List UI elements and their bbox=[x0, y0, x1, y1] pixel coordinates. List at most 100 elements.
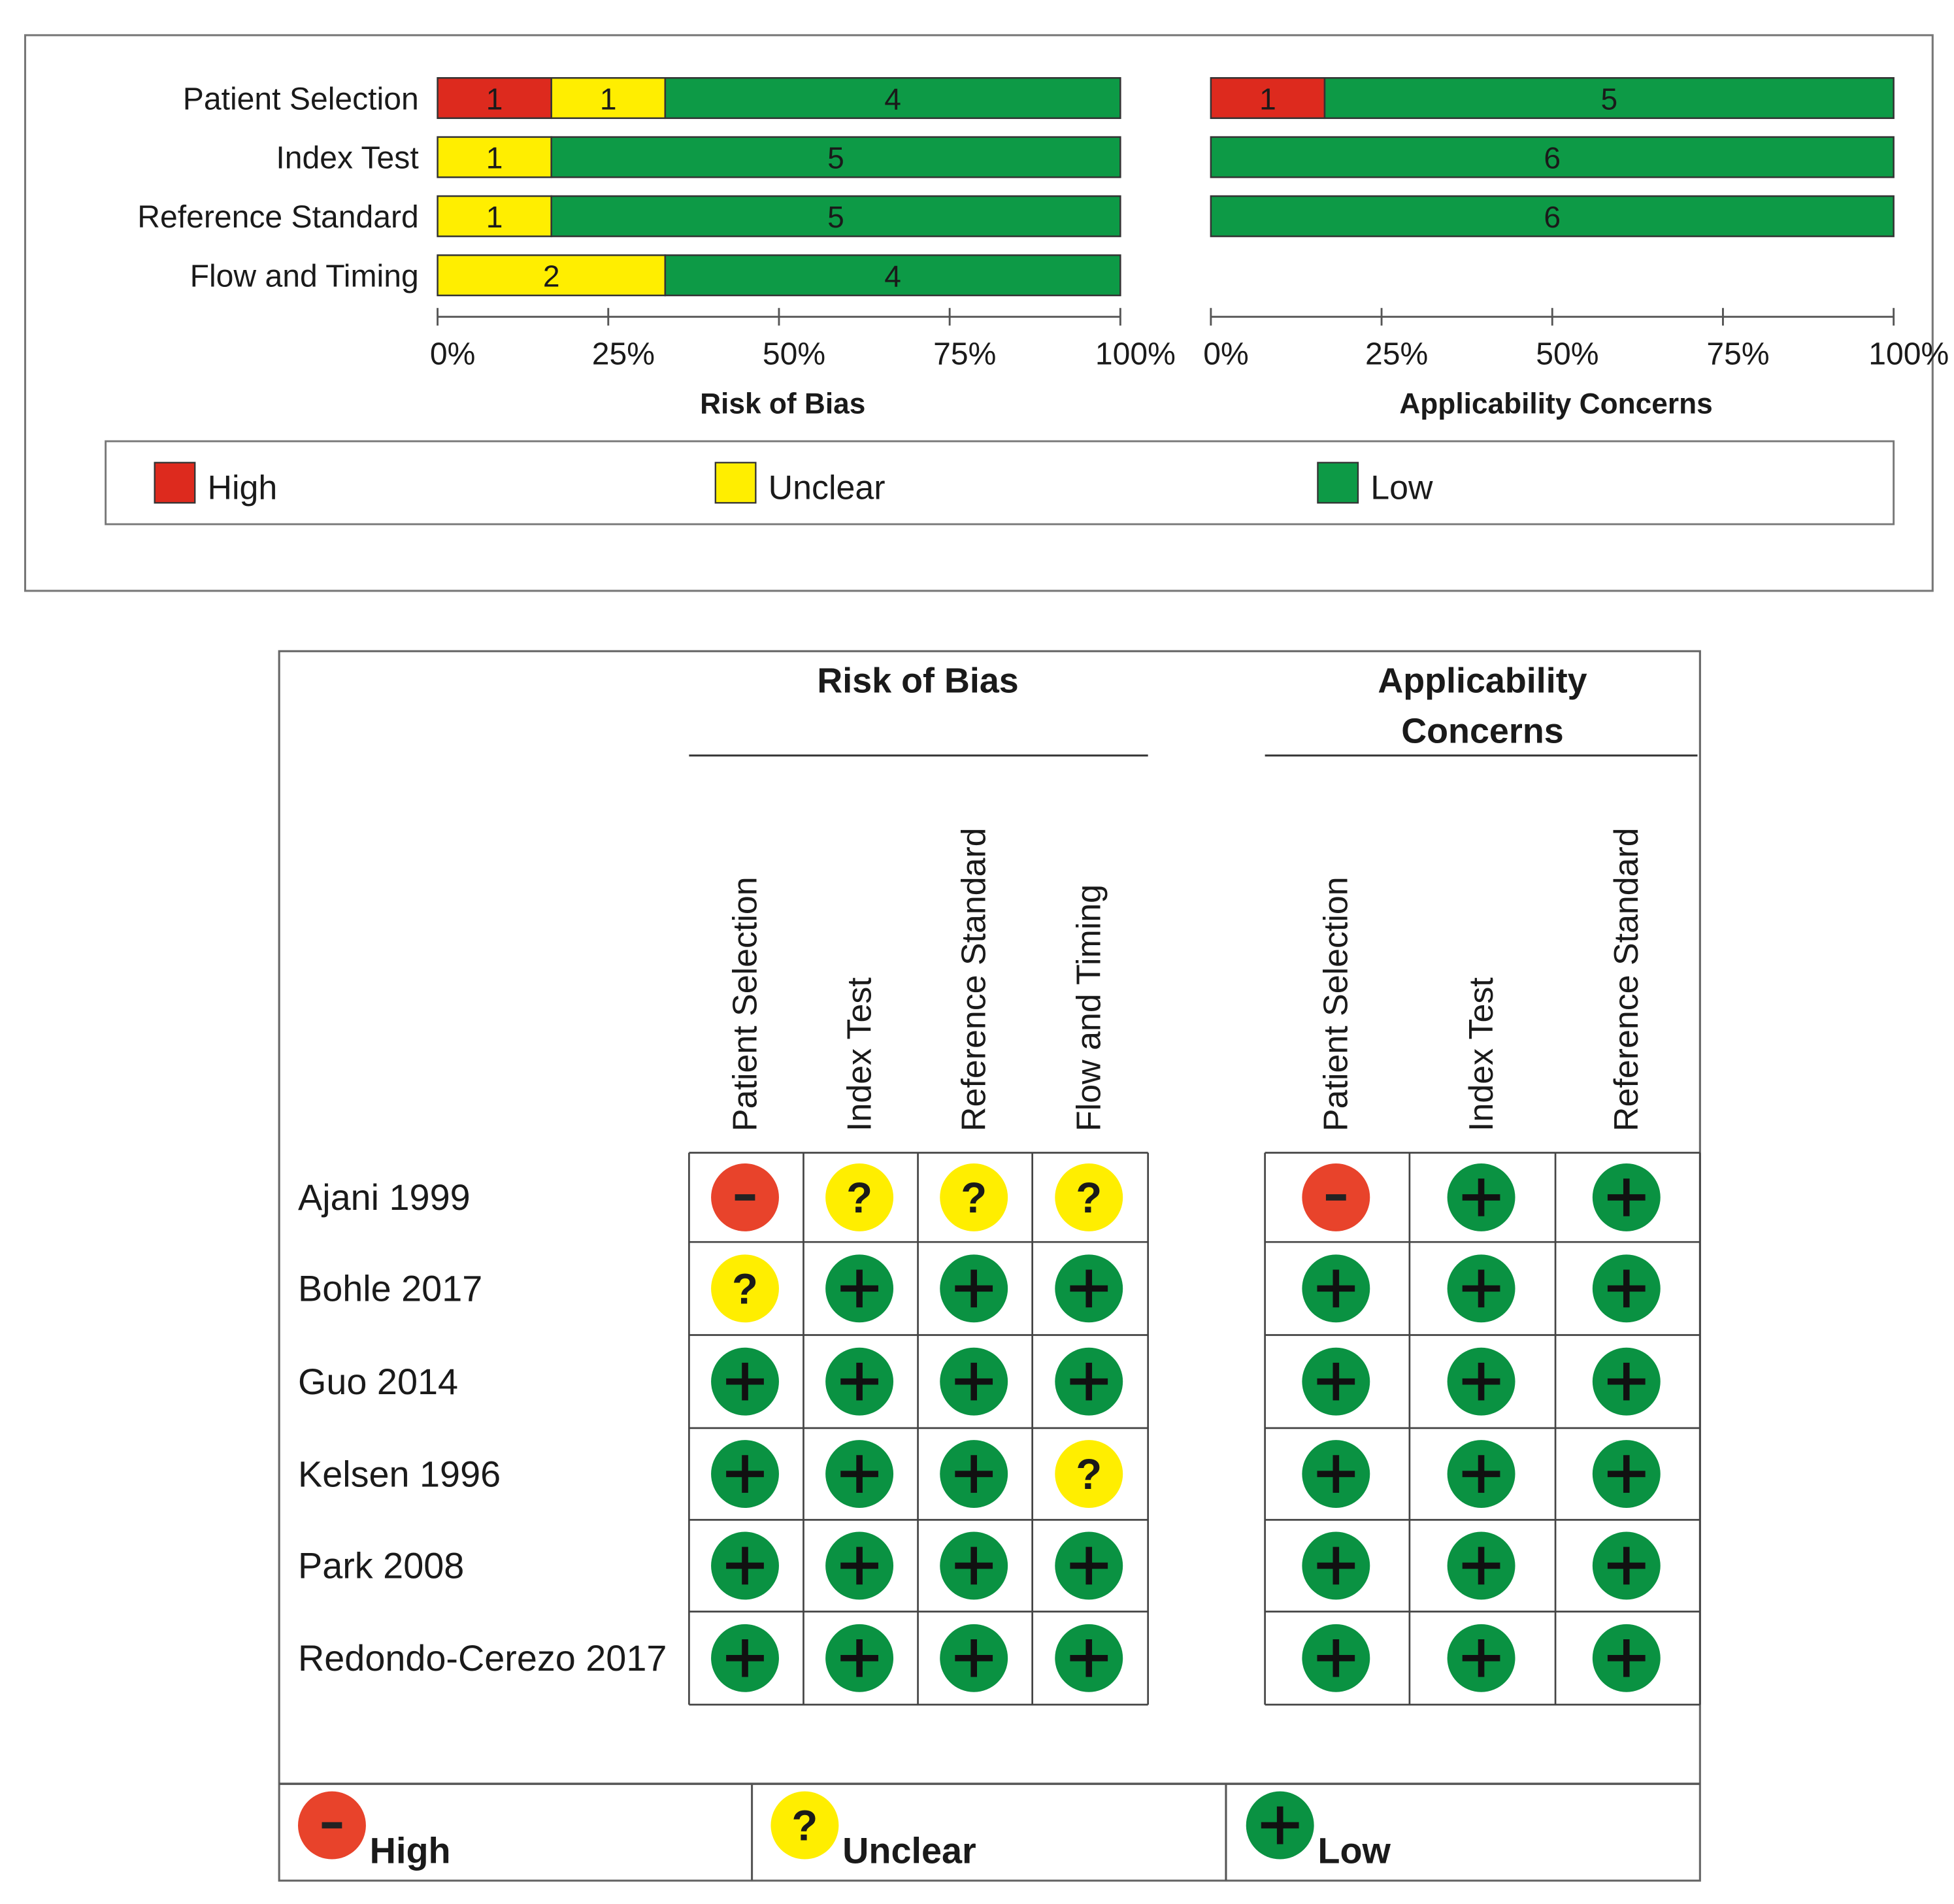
bar-count-label: 1 bbox=[1259, 82, 1276, 116]
bar-count-label: 1 bbox=[486, 82, 503, 116]
summary-legend: High Unclear Low bbox=[105, 440, 1895, 526]
legend-swatch-unclear bbox=[714, 461, 757, 504]
rating-low-icon bbox=[1302, 1347, 1370, 1416]
risk-bar-low bbox=[664, 76, 1121, 120]
rating-low-icon bbox=[1055, 1347, 1123, 1416]
traffic-light-legend: High? Unclear Low bbox=[279, 1782, 1700, 1881]
legend-label-unclear: Unclear bbox=[842, 1830, 976, 1871]
risk-bar-high bbox=[437, 76, 552, 120]
x-tick-label: 75% bbox=[1706, 337, 1769, 372]
legend-swatch-high bbox=[154, 461, 196, 504]
study-label: Kelsen 1996 bbox=[298, 1454, 501, 1494]
applicability-axis-title: Applicability Concerns bbox=[1399, 388, 1712, 420]
rating-low-icon bbox=[940, 1254, 1008, 1323]
rating-unclear-icon: ? bbox=[825, 1163, 894, 1231]
x-tick-label: 25% bbox=[1365, 337, 1428, 372]
row-label: Index Test bbox=[276, 141, 418, 176]
applicability-grid bbox=[1264, 1152, 1701, 1706]
study-label: Bohle 2017 bbox=[298, 1269, 482, 1309]
bar-count-label: 5 bbox=[827, 141, 844, 175]
risk-bar-low bbox=[664, 254, 1121, 297]
rating-low-icon bbox=[1302, 1624, 1370, 1692]
x-tick-label: 50% bbox=[763, 337, 825, 372]
applicability-bar-chart: 1 5 6 6 0% 25% 50% 75% 100% Applicability Concern… bbox=[1203, 76, 1949, 420]
rating-low-icon bbox=[711, 1531, 779, 1600]
row-label: Flow and Timing bbox=[190, 259, 419, 294]
rating-low-icon bbox=[940, 1624, 1008, 1692]
rating-circle bbox=[1055, 1163, 1123, 1231]
rating-low-icon bbox=[825, 1440, 894, 1508]
risk-bar-low bbox=[550, 195, 1121, 237]
rating-low-icon bbox=[1302, 1531, 1370, 1600]
rating-unclear-icon: ? bbox=[940, 1163, 1008, 1231]
x-tick-label: 50% bbox=[1536, 337, 1598, 372]
risk-column-header: Flow and Timing bbox=[1070, 884, 1108, 1131]
rating-circle bbox=[770, 1791, 839, 1860]
rating-low-icon bbox=[825, 1531, 894, 1600]
question-mark: ? bbox=[1076, 1450, 1102, 1498]
risk-grid bbox=[688, 1152, 1150, 1706]
rating-low-icon bbox=[711, 1624, 779, 1692]
rating-circle bbox=[1055, 1440, 1123, 1508]
applicability-column-header: Patient Selection bbox=[1317, 877, 1355, 1131]
legend-label-low: Low bbox=[1317, 1830, 1391, 1871]
rating-low-icon bbox=[825, 1347, 894, 1416]
question-mark: ? bbox=[791, 1802, 818, 1850]
rating-high-icon bbox=[298, 1791, 366, 1860]
legend-frame bbox=[105, 440, 1895, 526]
bar-count-label: 1 bbox=[486, 200, 503, 234]
rating-unclear-icon: ? bbox=[711, 1254, 779, 1323]
x-tick-label: 0% bbox=[1203, 337, 1249, 372]
traffic-light-panel: Risk of Bias Applicability Concerns Patient… bbox=[278, 650, 1701, 1882]
rating-unclear-icon: ? bbox=[1055, 1440, 1123, 1508]
x-tick-label: 0% bbox=[430, 337, 476, 372]
figure-root: Patient Selection 1 1 4 Index Test 1 5 Referenc… bbox=[24, 34, 1949, 1882]
rating-unclear-icon: ? bbox=[1055, 1163, 1123, 1231]
question-mark: ? bbox=[732, 1265, 758, 1312]
rating-circle bbox=[825, 1163, 894, 1231]
applicability-group-header: Applicability bbox=[1378, 661, 1587, 701]
rating-low-icon bbox=[711, 1440, 779, 1508]
rating-circle bbox=[711, 1254, 779, 1323]
rating-low-icon bbox=[1055, 1624, 1123, 1692]
applicability-bar-high bbox=[1210, 76, 1326, 120]
rating-low-icon bbox=[825, 1624, 894, 1692]
rating-low-icon bbox=[1447, 1531, 1515, 1600]
x-tick-label: 75% bbox=[933, 337, 996, 372]
rating-low-icon bbox=[940, 1531, 1008, 1600]
risk-column-header: Index Test bbox=[840, 977, 878, 1131]
study-label: Redondo-Cerezo 2017 bbox=[298, 1638, 667, 1679]
rating-low-icon bbox=[1447, 1163, 1515, 1231]
rating-low-icon bbox=[1592, 1347, 1661, 1416]
risk-bar-low bbox=[550, 136, 1121, 178]
study-label: Guo 2014 bbox=[298, 1361, 458, 1402]
applicability-column-header: Reference Standard bbox=[1608, 827, 1646, 1131]
bar-count-label: 2 bbox=[543, 259, 560, 293]
applicability-bar-low bbox=[1323, 76, 1895, 120]
rating-low-icon bbox=[1447, 1254, 1515, 1323]
risk-axis-title: Risk of Bias bbox=[700, 388, 865, 420]
rating-low-icon bbox=[1592, 1254, 1661, 1323]
rating-circle bbox=[940, 1163, 1008, 1231]
applicability-bar-low bbox=[1210, 195, 1895, 237]
rating-high-icon bbox=[711, 1163, 779, 1231]
x-tick-label: 100% bbox=[1868, 337, 1949, 372]
rating-low-icon bbox=[940, 1347, 1008, 1416]
legend-label-unclear: Unclear bbox=[769, 469, 886, 507]
risk-column-header: Reference Standard bbox=[955, 827, 993, 1131]
rating-high-icon bbox=[1302, 1163, 1370, 1231]
study-label: Park 2008 bbox=[298, 1546, 464, 1586]
bar-count-label: 5 bbox=[827, 200, 844, 234]
bar-count-label: 1 bbox=[600, 82, 617, 116]
question-mark: ? bbox=[961, 1174, 987, 1222]
bar-count-label: 5 bbox=[1600, 82, 1617, 116]
rating-low-icon bbox=[1447, 1347, 1515, 1416]
rating-low-icon bbox=[1592, 1440, 1661, 1508]
row-label: Reference Standard bbox=[137, 199, 418, 235]
x-tick-label: 100% bbox=[1095, 337, 1176, 372]
rating-unclear-icon: ? bbox=[770, 1791, 839, 1860]
bar-count-label: 1 bbox=[486, 141, 503, 175]
rating-low-icon bbox=[1302, 1440, 1370, 1508]
risk-column-header: Patient Selection bbox=[726, 877, 764, 1131]
bar-count-label: 6 bbox=[1544, 200, 1561, 234]
